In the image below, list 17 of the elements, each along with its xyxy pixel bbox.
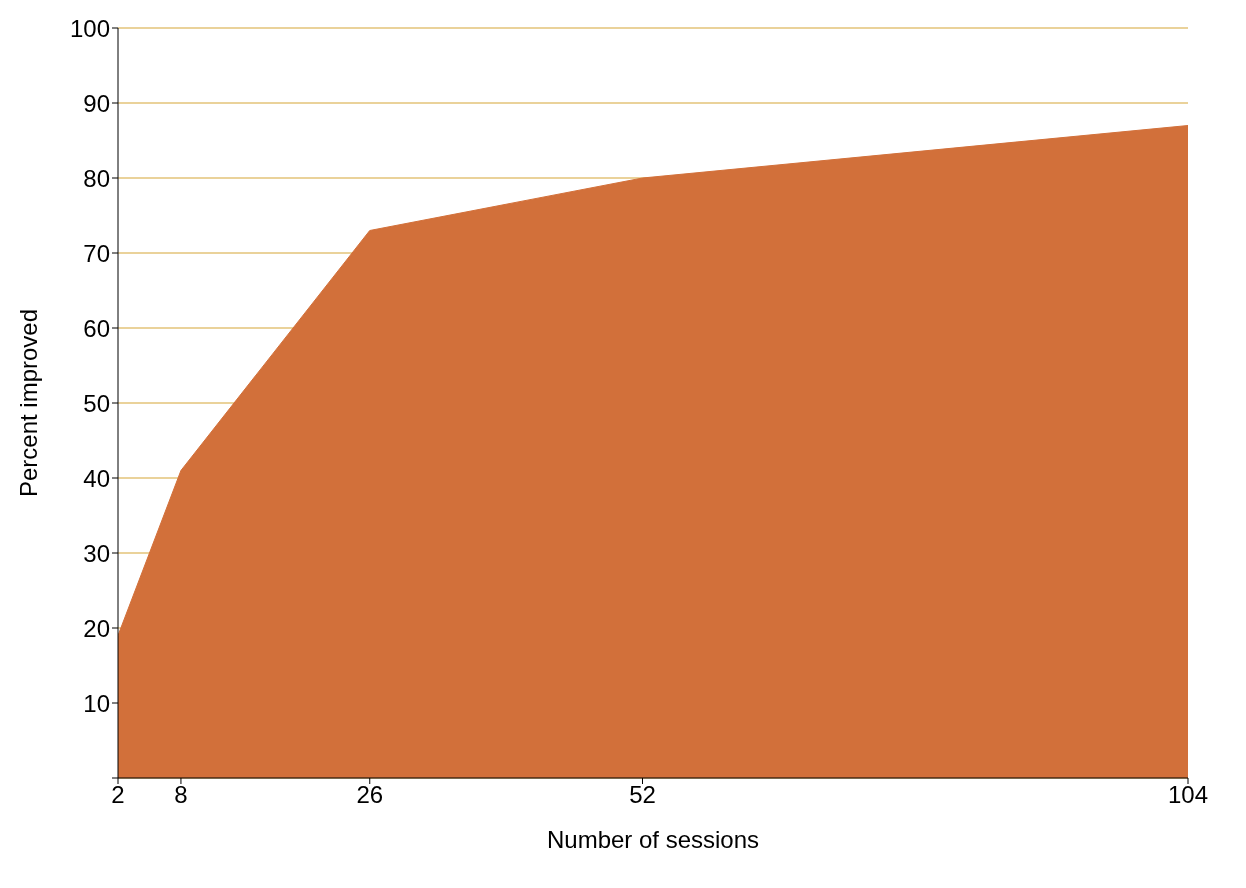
y-tick-label: 10 (83, 689, 110, 717)
y-tick-label: 20 (83, 614, 110, 642)
y-tick-label: 100 (69, 14, 110, 42)
y-axis-title: Percent improved (14, 308, 42, 498)
y-tick-label: 60 (83, 314, 110, 342)
x-tick-label: 8 (174, 781, 188, 809)
y-tick-label: 70 (83, 239, 110, 267)
x-tick-label: 52 (629, 781, 656, 809)
x-tick-label: 2 (111, 781, 125, 809)
x-tick-label: 26 (356, 781, 384, 809)
y-tick-label: 30 (83, 539, 110, 567)
y-tick-label: 90 (83, 89, 110, 117)
y-tick-label: 50 (83, 389, 110, 417)
x-axis-title: Number of sessions (546, 826, 760, 853)
y-tick-label: 40 (83, 464, 110, 492)
y-tick-label: 80 (83, 164, 110, 192)
x-tick-label: 104 (1167, 781, 1209, 809)
